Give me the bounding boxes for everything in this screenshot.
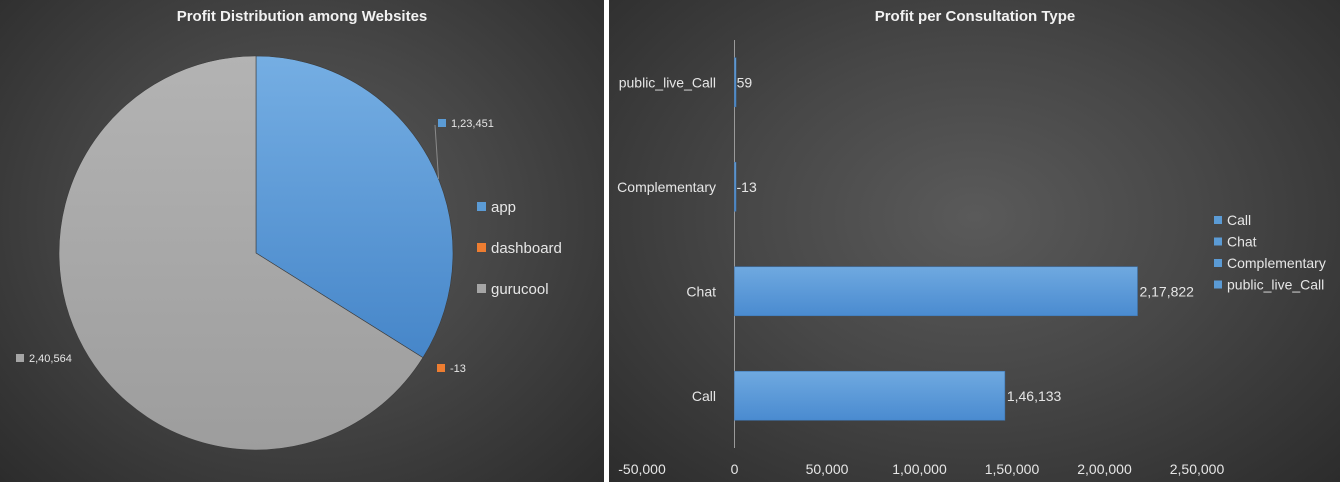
bar-data-label-public-live-call: 59 <box>737 74 753 90</box>
legend-marker-app <box>477 202 486 211</box>
legend-entry-call: Call <box>1227 212 1251 228</box>
bar-chat <box>734 266 1138 317</box>
bar-chart-title: Profit per Consultation Type <box>875 8 1076 25</box>
legend-entry-chat: Chat <box>1227 234 1257 250</box>
legend-entry-public-live-call: public_live_Call <box>1227 277 1324 293</box>
legend-entry-complementary: Complementary <box>1227 255 1326 271</box>
bar-chart-panel: Profit per Consultation Type 1,46,133 Cal… <box>609 0 1340 482</box>
x-tick-label: 2,50,000 <box>1170 461 1225 477</box>
bar-public-live-call <box>734 57 737 108</box>
bar-data-label-complementary: -13 <box>737 179 757 195</box>
legend-marker-public-live-call <box>1214 280 1222 289</box>
legend-entry-gurucool: gurucool <box>491 281 549 298</box>
pie-data-label-gurucool: 2,40,564 <box>29 353 72 365</box>
legend-marker-call <box>1214 216 1222 224</box>
x-tick-label: 50,000 <box>806 461 849 477</box>
x-tick-label: 1,00,000 <box>892 461 947 477</box>
bar-chart: Profit per Consultation Type 1,46,133 Cal… <box>617 8 1326 477</box>
x-tick-label: -50,000 <box>618 461 666 477</box>
x-tick-label: 2,00,000 <box>1077 461 1132 477</box>
pie-slice-app <box>255 55 454 359</box>
category-label-public-live-call: public_live_Call <box>619 74 716 90</box>
pie-slice-gurucool <box>58 55 424 451</box>
x-tick-label: 0 <box>731 461 739 477</box>
pie-chart: Profit Distribution among Websites 1,23,… <box>16 8 562 451</box>
data-label-marker-app <box>438 119 446 127</box>
leader-line-app <box>434 124 440 179</box>
pie-data-label-app: 1,23,451 <box>451 118 494 130</box>
category-label-chat: Chat <box>686 283 716 299</box>
pie-chart-panel: Profit Distribution among Websites 1,23,… <box>0 0 604 482</box>
data-label-marker-gurucool <box>16 354 24 362</box>
legend-entry-dashboard: dashboard <box>491 240 562 257</box>
bar-complementary <box>734 161 737 212</box>
bar-data-label-chat: 2,17,822 <box>1139 283 1194 299</box>
pie-data-label-dashboard: -13 <box>450 363 466 375</box>
x-tick-label: 1,50,000 <box>985 461 1040 477</box>
category-label-complementary: Complementary <box>617 179 716 195</box>
category-label-call: Call <box>692 388 716 404</box>
legend-marker-complementary <box>1214 259 1222 267</box>
data-label-marker-dashboard <box>437 364 445 372</box>
legend-entry-app: app <box>491 199 516 216</box>
bar-call <box>734 370 1006 421</box>
legend-marker-chat <box>1214 237 1222 246</box>
legend-marker-dashboard <box>477 243 486 252</box>
legend-marker-gurucool <box>477 284 486 293</box>
pie-chart-title: Profit Distribution among Websites <box>177 8 428 25</box>
bar-data-label-call: 1,46,133 <box>1007 388 1062 404</box>
